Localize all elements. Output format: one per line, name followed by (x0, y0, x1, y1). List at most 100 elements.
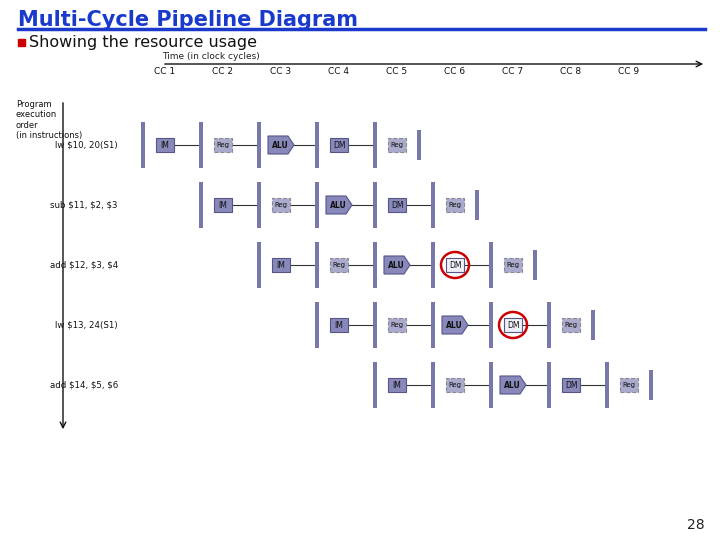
Bar (431, 310, 435, 340)
Text: CC 9: CC 9 (618, 67, 639, 76)
Bar (373, 302, 377, 348)
Bar (199, 190, 203, 220)
Text: ALU: ALU (446, 321, 462, 329)
FancyBboxPatch shape (562, 318, 580, 332)
Text: DM: DM (333, 140, 346, 150)
Text: lw $13, 24(S1): lw $13, 24(S1) (55, 321, 118, 329)
Bar (373, 242, 377, 288)
Bar (431, 250, 435, 280)
Text: DM: DM (449, 260, 462, 269)
Text: CC 1: CC 1 (154, 67, 176, 76)
Bar (373, 122, 377, 168)
Text: add $12, $3, $4: add $12, $3, $4 (50, 260, 118, 269)
Bar (373, 250, 377, 280)
Text: Reg: Reg (506, 262, 520, 268)
Bar (315, 302, 319, 348)
Bar (373, 310, 377, 340)
Text: CC 7: CC 7 (503, 67, 523, 76)
Bar (489, 370, 493, 400)
Bar (489, 302, 493, 348)
Text: IM: IM (335, 321, 343, 329)
Bar (489, 310, 493, 340)
Text: sub $11, $2, $3: sub $11, $2, $3 (50, 200, 118, 210)
FancyBboxPatch shape (562, 378, 580, 392)
Text: DM: DM (507, 321, 519, 329)
FancyBboxPatch shape (446, 258, 464, 272)
FancyBboxPatch shape (620, 378, 638, 392)
Text: DM: DM (391, 200, 403, 210)
Polygon shape (500, 376, 526, 394)
Bar (257, 242, 261, 288)
Bar (257, 190, 261, 220)
Bar (489, 362, 493, 408)
FancyBboxPatch shape (156, 138, 174, 152)
Bar (257, 130, 261, 160)
Text: CC 3: CC 3 (271, 67, 292, 76)
FancyBboxPatch shape (388, 318, 406, 332)
FancyBboxPatch shape (388, 138, 406, 152)
Text: Reg: Reg (274, 202, 287, 208)
Bar (373, 362, 377, 408)
Text: Reg: Reg (623, 382, 636, 388)
Text: ALU: ALU (503, 381, 521, 389)
FancyBboxPatch shape (446, 378, 464, 392)
Bar (18, 39, 25, 46)
Polygon shape (326, 196, 352, 214)
Text: Reg: Reg (564, 322, 577, 328)
Bar (315, 250, 319, 280)
Bar (199, 122, 203, 168)
Text: ALU: ALU (330, 200, 346, 210)
Bar (591, 310, 595, 340)
Text: Multi-Cycle Pipeline Diagram: Multi-Cycle Pipeline Diagram (18, 10, 358, 30)
Text: 28: 28 (688, 518, 705, 532)
FancyBboxPatch shape (330, 258, 348, 272)
Bar (431, 302, 435, 348)
Text: Showing the resource usage: Showing the resource usage (29, 35, 257, 50)
Bar (605, 362, 609, 408)
Text: Program
execution
order
(in instructions): Program execution order (in instructions… (16, 100, 82, 140)
FancyBboxPatch shape (330, 318, 348, 332)
Bar (605, 370, 609, 400)
Bar (373, 182, 377, 228)
FancyBboxPatch shape (504, 318, 522, 332)
FancyBboxPatch shape (388, 198, 406, 212)
Bar (547, 302, 551, 348)
Bar (141, 122, 145, 168)
FancyBboxPatch shape (272, 258, 290, 272)
FancyBboxPatch shape (446, 198, 464, 212)
Bar (547, 362, 551, 408)
Bar (431, 242, 435, 288)
Text: Reg: Reg (449, 202, 462, 208)
Text: IM: IM (219, 200, 228, 210)
FancyBboxPatch shape (330, 138, 348, 152)
Bar (257, 122, 261, 168)
Bar (315, 122, 319, 168)
FancyBboxPatch shape (388, 378, 406, 392)
Bar (199, 130, 203, 160)
Bar (373, 130, 377, 160)
Bar (547, 310, 551, 340)
Text: Time (in clock cycles): Time (in clock cycles) (162, 52, 260, 61)
Bar (373, 190, 377, 220)
Bar (533, 250, 537, 280)
Text: IM: IM (276, 260, 285, 269)
Text: ALU: ALU (271, 140, 289, 150)
Polygon shape (442, 316, 468, 334)
Text: CC 4: CC 4 (328, 67, 349, 76)
FancyBboxPatch shape (214, 138, 232, 152)
Text: CC 5: CC 5 (387, 67, 408, 76)
Text: CC 2: CC 2 (212, 67, 233, 76)
Bar (315, 130, 319, 160)
Text: CC 6: CC 6 (444, 67, 466, 76)
Bar (315, 182, 319, 228)
Bar (431, 362, 435, 408)
Bar (431, 190, 435, 220)
Polygon shape (384, 256, 410, 274)
Bar (431, 182, 435, 228)
FancyBboxPatch shape (504, 258, 522, 272)
Text: IM: IM (161, 140, 169, 150)
Text: lw $10, 20(S1): lw $10, 20(S1) (55, 140, 118, 150)
Bar (315, 190, 319, 220)
Text: CC 8: CC 8 (560, 67, 582, 76)
Bar (257, 250, 261, 280)
